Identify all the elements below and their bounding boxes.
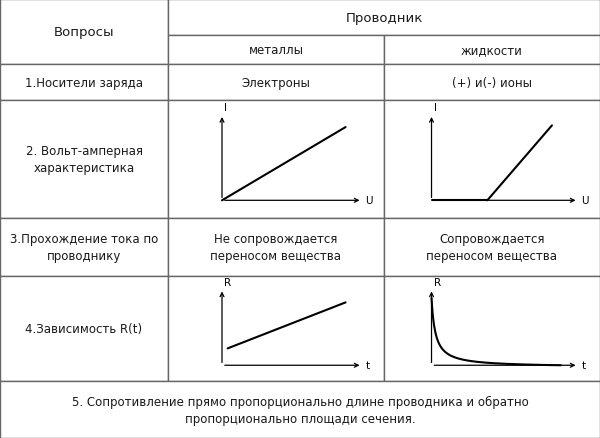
Text: I: I <box>434 103 437 113</box>
Text: жидкости: жидкости <box>461 44 523 57</box>
Text: R: R <box>224 277 231 287</box>
Text: 4.Зависимость R(t): 4.Зависимость R(t) <box>25 322 143 335</box>
Text: 5. Сопротивление прямо пропорционально длине проводника и обратно
пропорциональн: 5. Сопротивление прямо пропорционально д… <box>71 395 529 424</box>
Text: 3.Прохождение тока по
проводнику: 3.Прохождение тока по проводнику <box>10 233 158 262</box>
Text: 1.Носители заряда: 1.Носители заряда <box>25 76 143 89</box>
Bar <box>384 219 600 276</box>
Bar <box>384 65 600 101</box>
Bar <box>168 276 384 381</box>
Text: U: U <box>365 196 373 206</box>
Text: Не сопровождается
переносом вещества: Не сопровождается переносом вещества <box>211 233 341 262</box>
Bar <box>0 65 168 101</box>
Text: Вопросы: Вопросы <box>54 26 114 39</box>
Text: металлы: металлы <box>248 44 304 57</box>
Bar <box>0 276 168 381</box>
Bar <box>0 219 168 276</box>
Text: Сопровождается
переносом вещества: Сопровождается переносом вещества <box>427 233 557 262</box>
Text: 2. Вольт-амперная
характеристика: 2. Вольт-амперная характеристика <box>25 145 143 175</box>
Bar <box>168 219 384 276</box>
Text: (+) и(-) ионы: (+) и(-) ионы <box>452 76 532 89</box>
Bar <box>384 101 600 219</box>
Text: I: I <box>224 103 227 113</box>
Bar <box>0 381 600 438</box>
Text: Электроны: Электроны <box>242 76 310 89</box>
Bar <box>384 276 600 381</box>
Text: R: R <box>434 277 440 287</box>
Bar <box>168 65 384 101</box>
Bar <box>384 36 600 65</box>
Text: Проводник: Проводник <box>346 11 422 25</box>
Bar <box>168 0 600 36</box>
Text: U: U <box>581 196 589 206</box>
Bar <box>168 101 384 219</box>
Bar <box>168 36 384 65</box>
Text: t: t <box>365 360 370 371</box>
Bar <box>0 101 168 219</box>
Bar <box>0 0 168 65</box>
Text: t: t <box>581 360 586 371</box>
